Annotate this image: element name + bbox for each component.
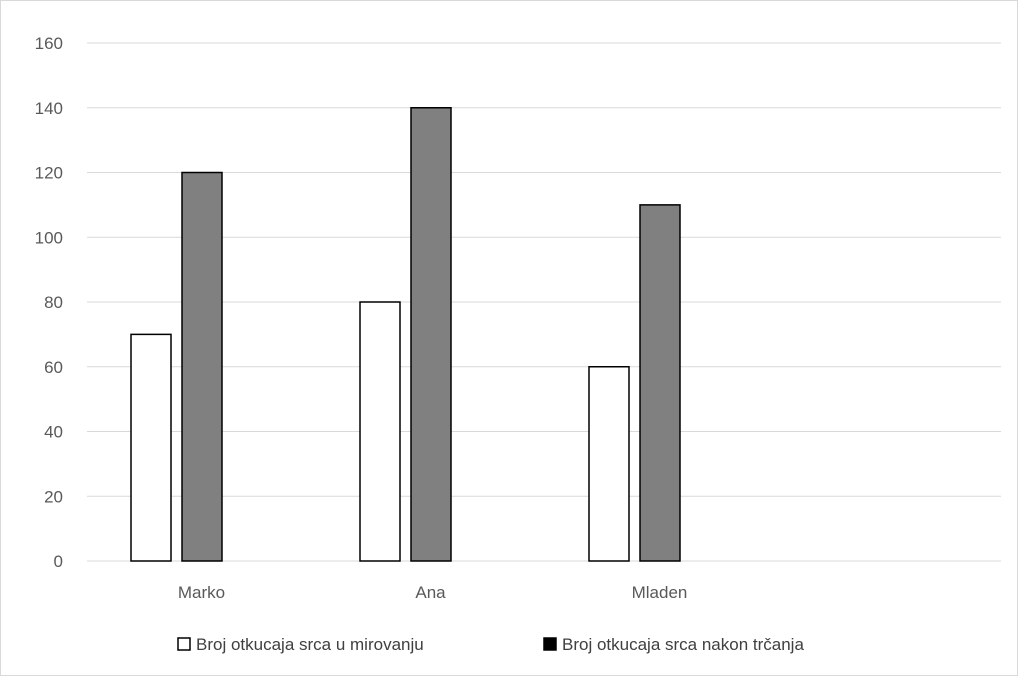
- bars: [130, 107, 681, 562]
- legend-item-2: Broj otkucaja srca nakon trčanja: [543, 635, 804, 654]
- y-tick-label: 80: [44, 293, 63, 312]
- bar-marko-series-2: [181, 171, 223, 562]
- legend-swatch: [177, 637, 191, 651]
- y-tick-label: 0: [54, 552, 63, 571]
- gridlines: [87, 42, 1001, 562]
- y-tick-label: 100: [35, 228, 63, 247]
- x-tick-label: Mladen: [632, 583, 688, 602]
- bar-mladen-series-2: [639, 204, 681, 562]
- legend-swatch: [543, 637, 557, 651]
- legend: Broj otkucaja srca u mirovanju Broj otkuc…: [177, 635, 804, 654]
- y-tick-label: 20: [44, 487, 63, 506]
- y-tick-label: 140: [35, 99, 63, 118]
- y-tick-label: 60: [44, 358, 63, 377]
- y-axis-tick-labels: 0 20 40 60 80 100 120 140 160: [35, 34, 63, 571]
- bar-ana-series-1: [359, 301, 401, 562]
- bar-marko-series-1: [130, 333, 172, 562]
- x-axis-tick-labels: Marko Ana Mladen: [178, 583, 688, 602]
- legend-label: Broj otkucaja srca nakon trčanja: [562, 635, 804, 654]
- bar-ana-series-2: [410, 107, 452, 562]
- bar-mladen-series-1: [588, 366, 630, 562]
- y-tick-label: 120: [35, 164, 63, 183]
- y-tick-label: 160: [35, 34, 63, 53]
- x-tick-label: Ana: [415, 583, 446, 602]
- legend-label: Broj otkucaja srca u mirovanju: [196, 635, 424, 654]
- y-tick-label: 40: [44, 423, 63, 442]
- x-tick-label: Marko: [178, 583, 225, 602]
- legend-item-1: Broj otkucaja srca u mirovanju: [177, 635, 424, 654]
